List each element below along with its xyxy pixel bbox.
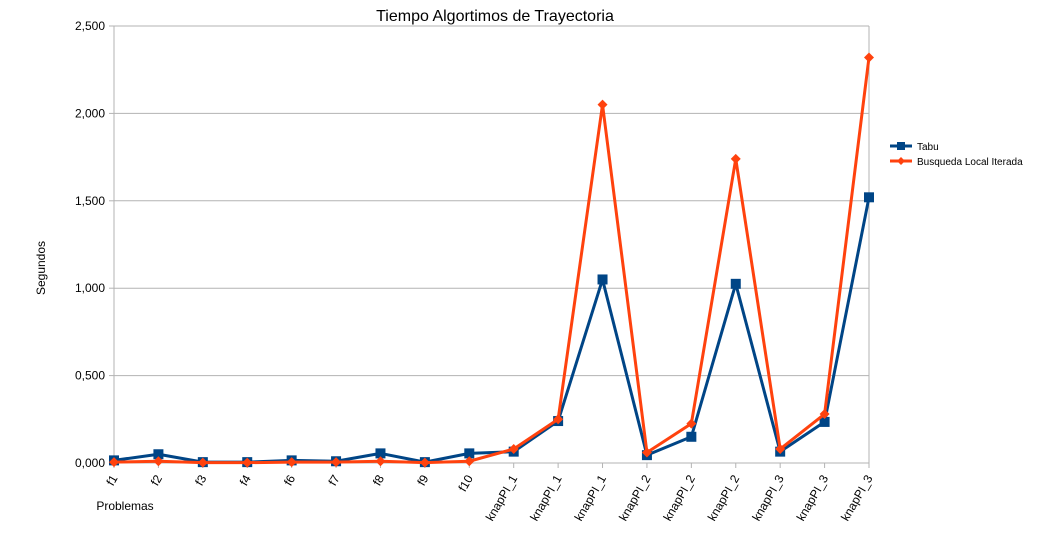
series-1 <box>109 192 874 468</box>
data-point <box>597 99 608 110</box>
y-tick-label: 1,500 <box>75 194 105 208</box>
data-point <box>153 456 164 467</box>
data-point <box>375 456 386 467</box>
y-tick-label: 2,500 <box>75 19 105 33</box>
x-tick-label: knapPI_2 <box>616 472 654 523</box>
x-tick-label: knapPI_1 <box>483 472 521 523</box>
data-point <box>864 192 874 203</box>
data-point <box>286 457 297 468</box>
x-axis-label: Problemas <box>96 499 153 513</box>
y-tick-label: 2,000 <box>75 106 105 120</box>
x-tick-label: f8 <box>370 472 387 488</box>
y-tick-label: 1,000 <box>75 281 105 295</box>
y-tick-label: 0,500 <box>75 369 105 383</box>
data-point <box>819 416 830 427</box>
data-point <box>464 456 475 467</box>
legend-marker <box>897 142 905 150</box>
x-tick-label: knapPI_3 <box>749 472 787 523</box>
x-tick-label: f6 <box>281 472 298 488</box>
x-tick-label: f1 <box>103 472 120 488</box>
x-axis-ticks: f1 f2 f3 f4 f6 f7 f8 f9 f10 knapPI_1 knapPI_1 knapP… <box>103 472 875 523</box>
x-tick-label: knapPI_2 <box>660 472 698 523</box>
y-tick-label: 0,000 <box>75 456 105 470</box>
x-tick-label: f3 <box>192 472 209 488</box>
chart-title: Tiempo Algortimos de Trayectoria <box>376 8 614 25</box>
data-point <box>419 457 430 468</box>
y-axis-label: Segundos <box>34 241 48 295</box>
data-point <box>819 409 830 420</box>
legend: Tabu Busqueda Local Iterada <box>890 142 1023 168</box>
data-point <box>197 457 208 468</box>
data-point <box>775 444 786 455</box>
x-tick-label: knapPI_2 <box>705 472 743 523</box>
x-tick-label: f9 <box>414 472 431 488</box>
data-point <box>553 414 564 425</box>
data-point <box>109 457 119 468</box>
x-tick-label: f2 <box>148 472 165 488</box>
series-group <box>109 52 874 468</box>
x-tick-label: f7 <box>326 472 343 488</box>
legend-marker <box>897 157 905 165</box>
x-tick-label: f4 <box>237 472 254 488</box>
data-point <box>686 431 697 442</box>
x-tick-label: f10 <box>455 472 476 494</box>
data-point <box>641 447 652 458</box>
series-2 <box>109 52 874 468</box>
data-point <box>730 153 741 164</box>
x-tick-label: knapPI_3 <box>794 472 832 523</box>
x-tick-label: knapPI_3 <box>838 472 876 523</box>
data-point <box>597 274 608 285</box>
data-point <box>153 449 164 460</box>
series-line <box>113 57 871 465</box>
data-point <box>375 448 386 459</box>
data-point <box>508 444 519 455</box>
x-tick-label: knapPI_1 <box>572 472 610 523</box>
data-point <box>464 448 475 459</box>
legend-label: Tabu <box>917 142 939 153</box>
legend-label: Busqueda Local Iterada <box>917 157 1023 168</box>
data-point <box>864 52 874 63</box>
data-point <box>331 457 342 468</box>
series-line <box>113 197 871 464</box>
data-point <box>686 418 697 429</box>
x-tick-label: knapPI_1 <box>527 472 565 523</box>
data-point <box>242 457 253 468</box>
data-point <box>730 278 741 289</box>
gridlines <box>109 25 870 468</box>
y-axis-ticks: 0,000 0,500 1,000 1,500 2,000 2,500 <box>75 19 105 470</box>
